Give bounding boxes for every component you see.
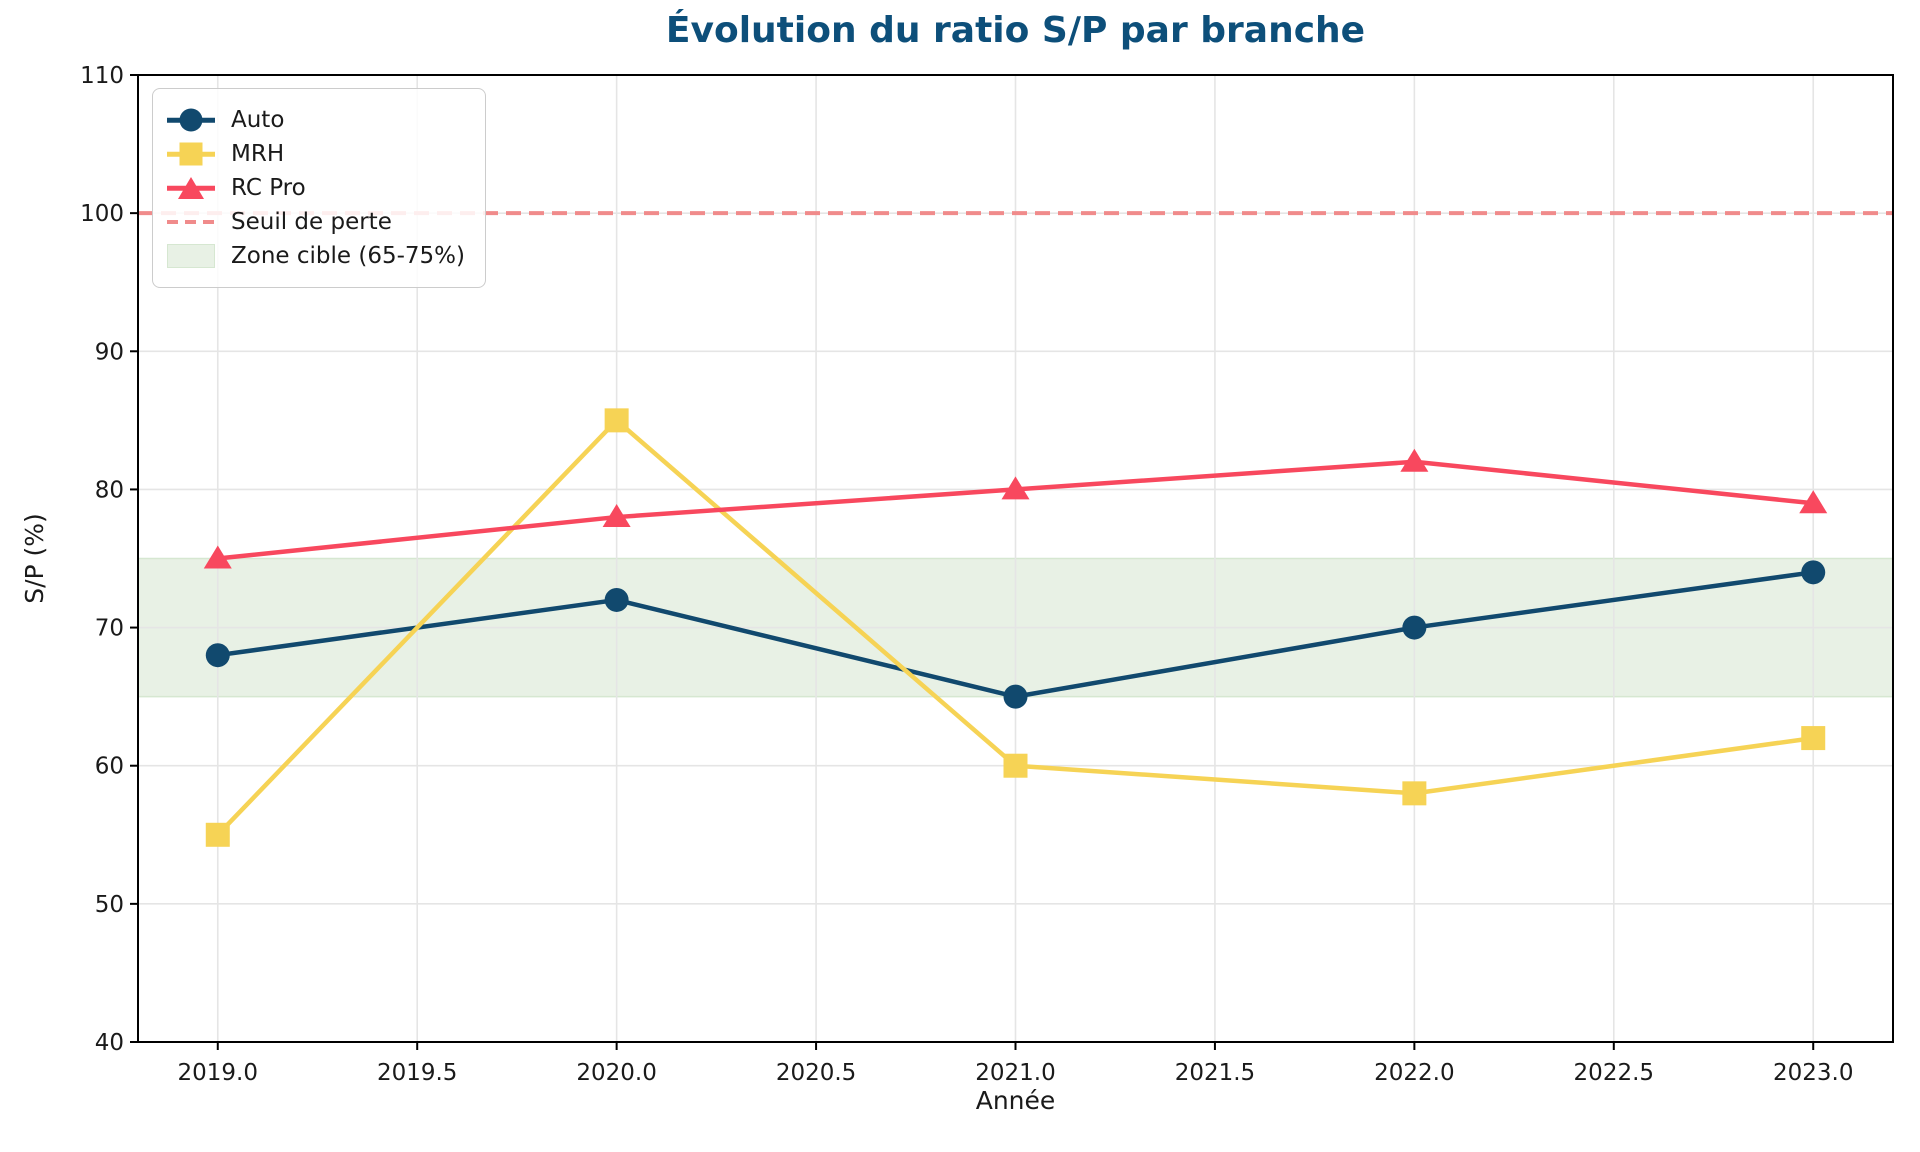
marker-circle-auto xyxy=(604,587,629,612)
marker-triangle-rc-pro xyxy=(602,504,631,528)
legend-label: RC Pro xyxy=(231,175,306,201)
marker-triangle-rc-pro xyxy=(1799,490,1828,514)
legend-label: Seuil de perte xyxy=(231,209,392,235)
marker-triangle-rc-pro xyxy=(1001,476,1030,500)
x-tick-label: 2019.0 xyxy=(178,1060,258,1086)
y-tick-label: 90 xyxy=(95,339,124,365)
legend-key-circle-icon xyxy=(167,107,215,133)
legend: Auto MRH RC Pro Seuil de perte Zone cible (6… xyxy=(152,88,486,288)
legend-item-rc-pro: RC Pro xyxy=(167,175,465,201)
marker-circle-auto xyxy=(1801,560,1826,585)
marker-circle-auto xyxy=(1003,684,1028,709)
x-tick-label: 2019.5 xyxy=(377,1060,457,1086)
marker-circle-auto xyxy=(205,643,230,668)
y-axis-label: S/P (%) xyxy=(19,513,49,604)
legend-item-mrh: MRH xyxy=(167,141,465,167)
y-tick-label: 110 xyxy=(80,63,124,89)
legend-label: Zone cible (65-75%) xyxy=(231,243,465,269)
legend-label: MRH xyxy=(231,141,285,167)
y-tick-label: 100 xyxy=(80,201,124,227)
marker-square-mrh xyxy=(205,822,230,847)
legend-item-seuil-de-perte: Seuil de perte xyxy=(167,209,465,235)
marker-square-mrh xyxy=(1801,726,1826,751)
y-tick-label: 70 xyxy=(95,616,124,642)
x-tick-label: 2021.5 xyxy=(1175,1060,1255,1086)
y-tick-label: 80 xyxy=(95,477,124,503)
x-tick-label: 2023.0 xyxy=(1773,1060,1853,1086)
x-tick-label: 2020.5 xyxy=(776,1060,856,1086)
legend-key-patch-icon xyxy=(167,243,215,269)
y-tick-label: 60 xyxy=(95,754,124,780)
legend-key-triangle-icon xyxy=(167,175,215,201)
legend-key-square-icon xyxy=(167,141,215,167)
legend-key-dashed-line-icon xyxy=(167,209,215,235)
x-tick-label: 2022.5 xyxy=(1574,1060,1654,1086)
legend-item-auto: Auto xyxy=(167,107,465,133)
marker-triangle-rc-pro xyxy=(203,545,232,569)
legend-label: Auto xyxy=(231,107,285,133)
x-tick-label: 2021.0 xyxy=(975,1060,1055,1086)
marker-triangle-rc-pro xyxy=(1400,448,1429,472)
x-axis-label: Année xyxy=(975,1086,1056,1115)
y-tick-label: 50 xyxy=(95,892,124,918)
y-axis-label-box: S/P (%) xyxy=(6,75,62,1042)
legend-item-zone-cible-65-75: Zone cible (65-75%) xyxy=(167,243,465,269)
y-tick-label: 40 xyxy=(95,1030,124,1056)
marker-square-mrh xyxy=(604,408,629,433)
x-tick-label: 2020.0 xyxy=(576,1060,656,1086)
x-tick-label: 2022.0 xyxy=(1374,1060,1454,1086)
marker-square-mrh xyxy=(1003,753,1028,778)
marker-square-mrh xyxy=(1402,781,1427,806)
chart-title: Évolution du ratio S/P par branche xyxy=(665,10,1366,51)
marker-circle-auto xyxy=(1402,615,1427,640)
